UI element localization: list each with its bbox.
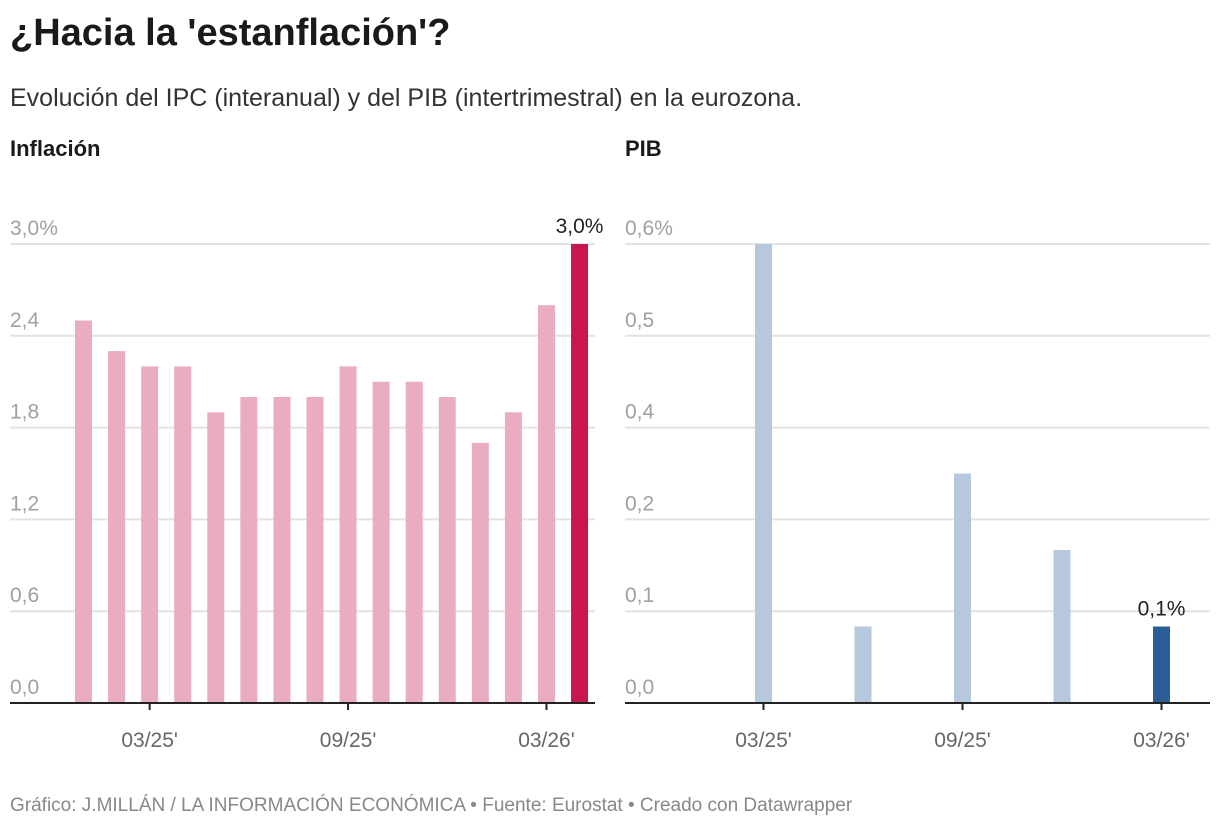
x-tick-label: 03/26' bbox=[1133, 729, 1190, 752]
y-tick-label: 0,0 bbox=[625, 676, 654, 699]
bar-06/25 bbox=[240, 397, 258, 703]
bar-01/25 bbox=[75, 320, 92, 703]
y-tick-label: 0,5 bbox=[625, 309, 654, 332]
bar-09/25 bbox=[339, 366, 357, 703]
bar-12/25 bbox=[438, 397, 456, 703]
bar-01/26 bbox=[471, 442, 489, 703]
bar-03/25 bbox=[755, 244, 772, 703]
bar-02/25 bbox=[108, 351, 126, 703]
bar-03/25 bbox=[141, 366, 159, 703]
y-tick-label: 0,4 bbox=[625, 401, 655, 424]
chart-title: ¿Hacia la 'estanflación'? bbox=[10, 12, 451, 54]
y-tick-label: 0,2 bbox=[625, 492, 654, 515]
bar-02/26 bbox=[504, 412, 522, 703]
bar-05/25 bbox=[207, 412, 225, 703]
y-tick-label: 0,6% bbox=[625, 217, 673, 240]
bar-11/25 bbox=[405, 381, 423, 703]
bar-04/26 bbox=[571, 244, 589, 703]
bar-03/26 bbox=[537, 305, 555, 703]
y-tick-label: 1,8 bbox=[10, 401, 39, 424]
bar-09/25 bbox=[954, 473, 971, 703]
bar-value-label: 3,0% bbox=[556, 215, 604, 238]
gdp-panel-title: PIB bbox=[625, 136, 662, 161]
y-tick-label: 1,2 bbox=[10, 492, 39, 515]
chart-subtitle: Evolución del IPC (interanual) y del PIB… bbox=[10, 84, 803, 112]
bar-06/25 bbox=[854, 626, 872, 703]
bar-10/25 bbox=[372, 381, 390, 703]
x-tick-label: 03/25' bbox=[121, 729, 178, 752]
y-tick-label: 2,4 bbox=[10, 309, 40, 332]
bar-08/25 bbox=[306, 397, 324, 703]
x-tick-label: 09/25' bbox=[934, 729, 991, 752]
bar-03/26 bbox=[1153, 626, 1170, 703]
x-tick-label: 03/26' bbox=[518, 729, 575, 752]
inflation-panel-title: Inflación bbox=[10, 136, 101, 161]
y-tick-label: 0,6 bbox=[10, 584, 39, 607]
x-tick-label: 09/25' bbox=[320, 729, 377, 752]
y-tick-label: 0,1 bbox=[625, 584, 654, 607]
bar-04/25 bbox=[174, 366, 192, 703]
bar-12/25 bbox=[1053, 550, 1071, 703]
footer-credits: Gráfico: J.MILLÁN / LA INFORMACIÓN ECONÓ… bbox=[10, 795, 853, 816]
y-tick-label: 0,0 bbox=[10, 676, 39, 699]
x-tick-label: 03/25' bbox=[735, 729, 792, 752]
y-tick-label: 3,0% bbox=[10, 217, 58, 240]
bar-value-label: 0,1% bbox=[1138, 598, 1186, 621]
bar-07/25 bbox=[273, 397, 291, 703]
